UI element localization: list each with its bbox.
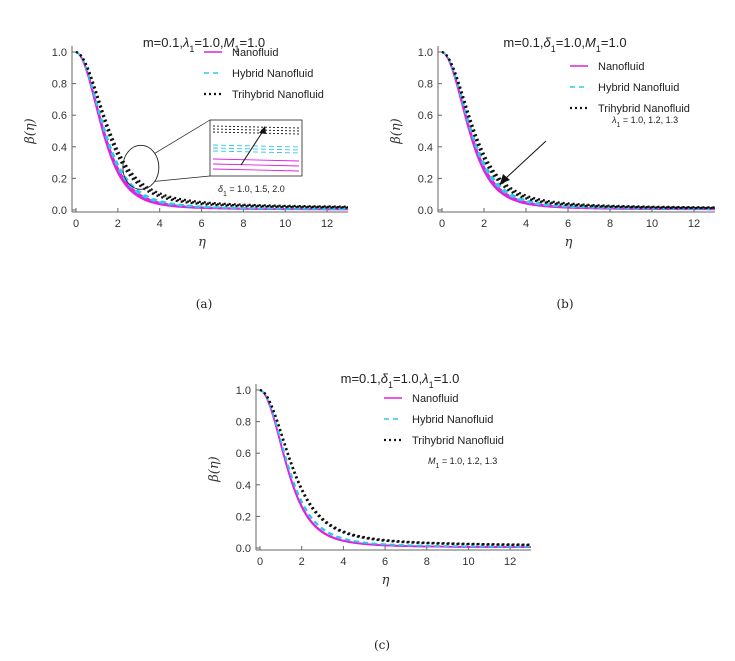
series-line-trihybrid-nanofluid-3	[441, 50, 715, 210]
trend-arrowhead	[500, 174, 510, 184]
x-tick-label: 4	[340, 556, 346, 568]
inset-curve	[212, 163, 300, 167]
chart-panel-2: m=0.1,δ1=1.0,M1=1.0 0 2 4 6 8 10 12 0.0 0.2 0.4 0.6…	[389, 35, 715, 311]
x-tick-label: 2	[299, 556, 305, 568]
series-line-trihybrid-nanofluid-2	[75, 50, 348, 209]
trend-arrow	[504, 140, 547, 180]
legend-label: Hybrid Nanofluid	[232, 68, 313, 80]
y-tick-label: 0.2	[418, 173, 433, 185]
y-tick-label: 0.0	[236, 543, 251, 555]
x-tick-label: 6	[382, 556, 388, 568]
series-line-trihybrid-nanofluid-1	[441, 50, 715, 209]
series-line-hybrid-nanofluid-1	[75, 51, 349, 210]
x-tick-label: 12	[504, 556, 516, 568]
x-tick-label: 0	[439, 218, 445, 230]
legend-label: Hybrid Nanofluid	[412, 414, 493, 426]
parameter-annotation: λ1 = 1.0, 1.2, 1.3	[611, 115, 678, 129]
series-line-hybrid-nanofluid-3	[75, 51, 348, 210]
x-axis-label: η	[382, 573, 390, 588]
parameter-annotation: δ1 = 1.0, 1.5, 2.0	[218, 184, 285, 198]
x-tick-label: 8	[240, 218, 246, 230]
series-line-hybrid-nanofluid-2	[75, 51, 348, 210]
series-line-trihybrid-nanofluid-3	[75, 50, 348, 209]
x-tick-label: 6	[565, 218, 571, 230]
y-tick-label: 0.8	[236, 417, 251, 429]
y-tick-label: 0.4	[52, 142, 67, 154]
trend-arrow	[240, 127, 266, 166]
y-axis-label: β(η)	[389, 118, 404, 144]
chart-title: m=0.1,λ1=1.0,M1=1.0	[143, 35, 265, 54]
series-line-nanofluid-1	[441, 51, 715, 210]
legend-label: Trihybrid Nanofluid	[232, 89, 324, 101]
x-tick-label: 10	[462, 556, 474, 568]
x-tick-label: 8	[424, 556, 430, 568]
y-tick-label: 0.6	[236, 448, 251, 460]
series-line-trihybrid-nanofluid-1	[75, 50, 348, 208]
x-tick-label: 0	[73, 218, 79, 230]
x-tick-label: 8	[607, 218, 613, 230]
x-tick-label: 4	[523, 218, 529, 230]
inset-curve	[212, 168, 300, 172]
x-tick-label: 2	[481, 218, 487, 230]
chart-title: m=0.1,δ1=1.0,M1=1.0	[503, 35, 626, 54]
legend-label: Nanofluid	[412, 393, 458, 405]
x-tick-label: 12	[321, 218, 333, 230]
y-tick-label: 0.0	[418, 205, 433, 217]
y-tick-label: 0.6	[52, 110, 67, 122]
x-tick-label: 12	[688, 218, 700, 230]
y-axis-label: β(η)	[207, 456, 222, 482]
chart-title: m=0.1,δ1=1.0,λ1=1.0	[341, 371, 460, 390]
x-tick-label: 0	[257, 556, 263, 568]
y-tick-label: 0.6	[418, 110, 433, 122]
trend-arrowhead	[259, 126, 266, 134]
series-line-nanofluid-3	[259, 389, 531, 549]
y-tick-label: 0.4	[418, 142, 433, 154]
series-line-trihybrid-nanofluid-2	[441, 50, 715, 209]
series-line-hybrid-nanofluid-2	[441, 51, 715, 210]
x-tick-label: 10	[279, 218, 291, 230]
series-line-nanofluid-3	[441, 51, 715, 211]
chart-panel-1: m=0.1,λ1=1.0,M1=1.0 0 2 4 6 8 10 12 0.0 0.2 0.4 0.6…	[23, 35, 349, 311]
x-tick-label: 10	[646, 218, 658, 230]
panel-label: (b)	[556, 297, 573, 311]
panel-label: (a)	[196, 297, 213, 311]
legend-label: Trihybrid Nanofluid	[598, 103, 690, 115]
y-axis-label: β(η)	[23, 118, 38, 144]
legend-label: Nanofluid	[232, 47, 278, 59]
y-tick-label: 0.2	[236, 511, 251, 523]
y-tick-label: 0.8	[418, 79, 433, 91]
inset-curve	[212, 144, 300, 148]
parameter-annotation: M1 = 1.0, 1.2, 1.3	[428, 456, 497, 470]
y-tick-label: 0.8	[52, 79, 67, 91]
x-axis-label: η	[198, 235, 206, 250]
y-tick-label: 0.2	[52, 173, 67, 185]
x-tick-label: 6	[198, 218, 204, 230]
y-tick-label: 0.4	[236, 480, 251, 492]
x-axis-label: η	[565, 235, 573, 250]
y-tick-label: 0.0	[52, 205, 67, 217]
series-line-nanofluid-2	[441, 51, 715, 210]
legend-label: Hybrid Nanofluid	[598, 82, 679, 94]
panel-label: (c)	[374, 638, 390, 652]
y-tick-label: 1.0	[418, 47, 433, 59]
inset-curve	[212, 147, 300, 151]
chart-panel-3: m=0.1,δ1=1.0,λ1=1.0 0 2 4 6 8 10 12 0.0 0.2 0.4 0.6…	[207, 371, 532, 652]
y-tick-label: 1.0	[52, 47, 67, 59]
legend-label: Trihybrid Nanofluid	[412, 435, 504, 447]
y-tick-label: 1.0	[236, 385, 251, 397]
series-line-hybrid-nanofluid-3	[441, 51, 715, 210]
series-line-hybrid-nanofluid-1	[441, 51, 715, 210]
x-tick-label: 4	[157, 218, 163, 230]
inset-curve	[212, 150, 300, 154]
zoom-connector	[154, 175, 211, 182]
inset-curve	[212, 158, 300, 162]
x-tick-label: 2	[115, 218, 121, 230]
legend-label: Nanofluid	[598, 61, 644, 73]
zoom-ellipse	[122, 144, 160, 190]
series-line-hybrid-nanofluid-3	[259, 389, 531, 548]
zoom-connector	[154, 119, 211, 154]
